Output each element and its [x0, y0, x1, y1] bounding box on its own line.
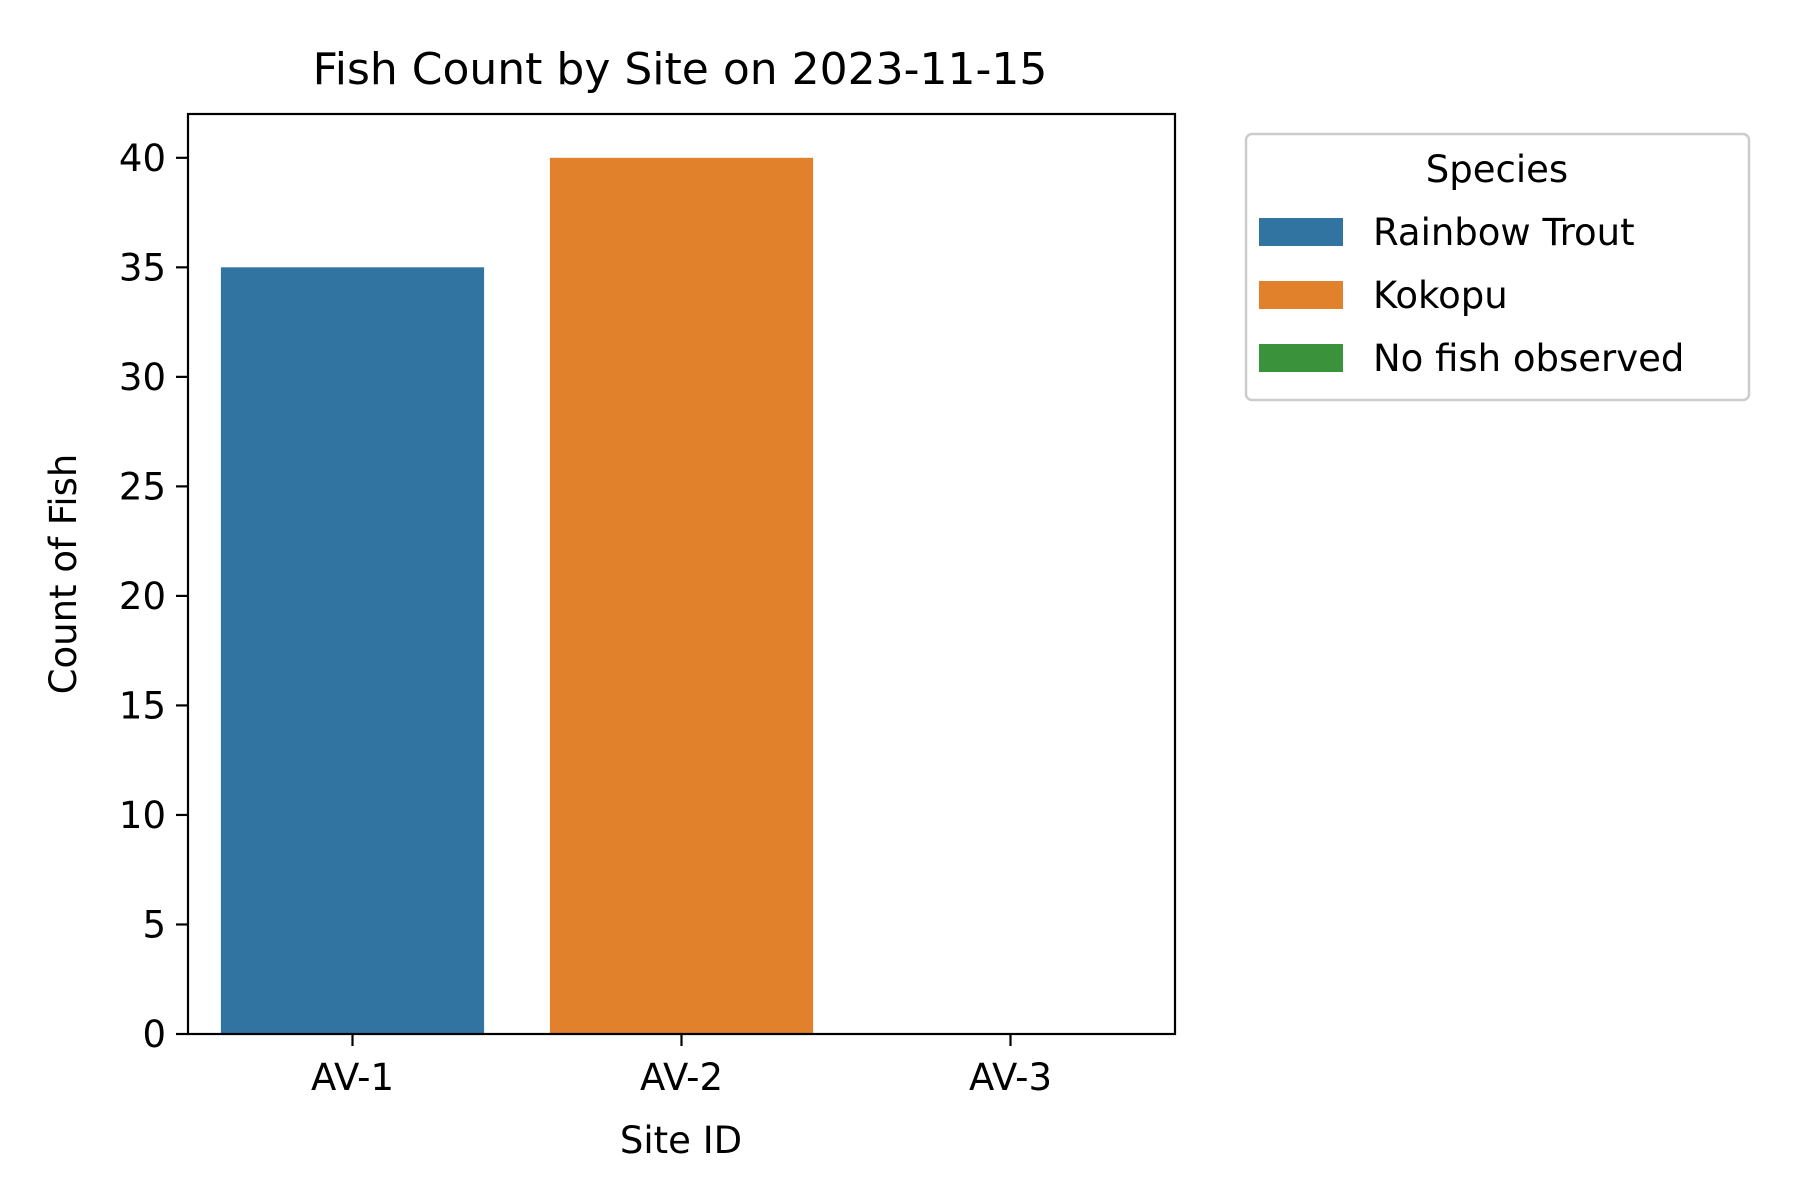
x-tick-label: AV-1	[311, 1056, 394, 1099]
legend-frame	[1244, 132, 1751, 402]
y-tick-label: 5	[142, 903, 166, 946]
y-tick-label: 10	[119, 794, 166, 837]
y-tick-label: 30	[119, 356, 166, 399]
x-tick-label: AV-2	[640, 1056, 723, 1099]
x-axis-ticks: AV-1 AV-2 AV-3	[311, 1034, 1052, 1099]
y-tick-label: 35	[119, 246, 166, 289]
legend-label: Kokopu	[1373, 274, 1508, 317]
legend-entries: Rainbow Trout Kokopu No fish observed	[1259, 211, 1684, 380]
y-tick-label: 15	[119, 684, 166, 727]
legend-label: Rainbow Trout	[1373, 211, 1635, 254]
y-tick-label: 20	[119, 575, 166, 618]
bar-av-2	[549, 157, 814, 1035]
legend-swatch	[1259, 344, 1343, 372]
legend-label: No fish observed	[1373, 337, 1684, 380]
legend: Species Rainbow Trout Kokopu No fish obser…	[1244, 132, 1751, 402]
x-axis-label: Site ID	[620, 1119, 742, 1162]
chart-title: Fish Count by Site on 2023-11-15	[313, 44, 1048, 95]
plot-frame	[186, 112, 1177, 1036]
y-axis-label: Count of Fish	[42, 454, 85, 695]
bars-group	[220, 157, 814, 1035]
legend-swatch	[1259, 218, 1343, 246]
y-tick-label: 0	[142, 1013, 166, 1056]
x-tick-label: AV-3	[969, 1056, 1052, 1099]
bar-av-1	[220, 267, 485, 1034]
y-axis-ticks: 0 5 10 15 20 25 30 35 40	[119, 137, 188, 1056]
legend-swatch	[1259, 281, 1343, 309]
y-tick-label: 40	[119, 137, 166, 180]
y-tick-label: 25	[119, 465, 166, 508]
legend-title: Species	[1426, 148, 1568, 191]
